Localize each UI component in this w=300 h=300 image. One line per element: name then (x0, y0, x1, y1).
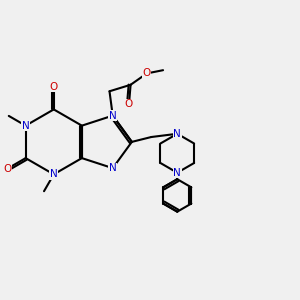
Text: O: O (50, 82, 58, 92)
Text: N: N (50, 169, 58, 179)
Text: O: O (143, 68, 151, 78)
Text: N: N (109, 163, 117, 173)
Text: O: O (3, 164, 11, 174)
Text: N: N (22, 121, 29, 131)
Text: N: N (173, 129, 181, 139)
Text: N: N (173, 168, 181, 178)
Text: O: O (125, 99, 133, 109)
Text: N: N (109, 111, 117, 121)
